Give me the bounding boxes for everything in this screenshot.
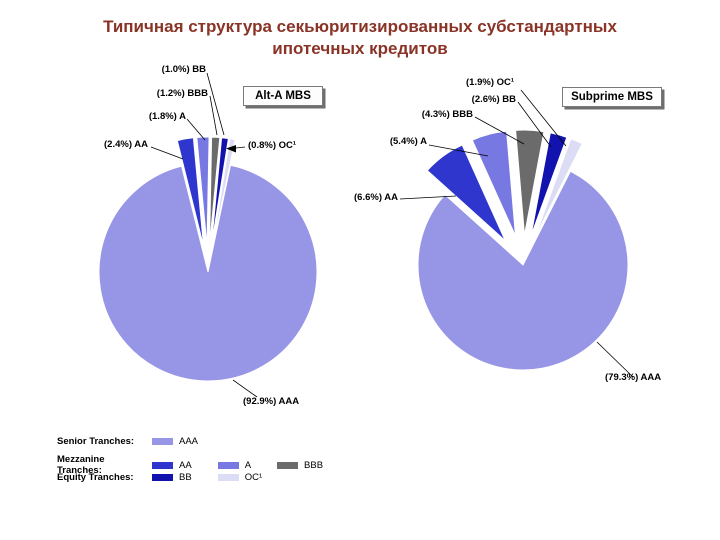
subprime-chart-title: Subprime MBS [562, 87, 662, 107]
subprime-label-oc: (1.9%) OC¹ [466, 77, 515, 88]
leader-line-oc [520, 89, 567, 147]
alt-a-label-aaa: (92.9%) AAA [243, 396, 300, 407]
pie-slice-BB [210, 137, 229, 247]
legend-row-mezzanine: Mezzanine Tranches: AA A BBB [57, 454, 349, 476]
pie-slice-OC [212, 138, 236, 247]
legend-title-mezzanine: Mezzanine Tranches: [57, 454, 105, 476]
leader-line-bbb [474, 116, 525, 145]
legend-label-oc: OC¹ [244, 472, 263, 483]
legend-item-aaa: AAA [152, 436, 198, 447]
leader-line-bb [517, 101, 552, 148]
slide-title-line1: Типичная структура секьюритизированных с… [103, 17, 617, 36]
legend-label-bb: BB [179, 472, 192, 483]
alt-a-pie [98, 136, 318, 382]
leader-line-a [428, 144, 489, 157]
subprime-label-aa: (6.6%) AA [354, 192, 398, 203]
pie-slice-AA [426, 144, 506, 242]
legend-row-senior: Senior Tranches: AAA [57, 436, 224, 447]
legend-label-bbb: BBB [304, 459, 324, 471]
subprime-label-bbb: (4.3%) BBB [421, 109, 473, 120]
alt-a-label-bbb: (1.2%) BBB [156, 88, 208, 99]
alt-a-label-aa: (2.4%) AA [104, 139, 148, 150]
leader-line-aa [399, 195, 457, 200]
aaa-swatch-icon [152, 438, 173, 445]
leader-line-bbb [209, 95, 218, 136]
alt-a-label-bb: (1.0%) BB [161, 64, 206, 75]
pie-slice-A [471, 130, 516, 237]
subprime-label-aaa: (79.3%) AAA [605, 372, 662, 383]
legend-item-aa: AA [152, 460, 192, 471]
alt-a-chart-title: Alt-A MBS [243, 86, 323, 106]
subprime-leader-lines [399, 89, 634, 378]
oc-arrowhead-icon [226, 145, 236, 153]
subprime-label-a: (5.4%) A [389, 136, 427, 147]
legend-item-bb: BB [152, 472, 192, 483]
leader-line-aaa [232, 379, 258, 398]
legend-title-senior: Senior Tranches: [57, 436, 135, 447]
pie-slice-OC [534, 138, 583, 238]
pie-slice-BBB [209, 136, 221, 247]
pie-slice-AA [176, 137, 205, 247]
leader-line-aa [150, 146, 184, 160]
pie-slice-AAA [417, 170, 629, 371]
bbb-swatch-icon [277, 461, 299, 469]
oc-swatch-icon [217, 474, 239, 481]
leader-line-bb [206, 72, 225, 136]
pie-slice-AAA [98, 164, 318, 382]
legend-title-equity: Equity Tranches: [57, 472, 134, 483]
slide-title: Типичная структура секьюритизированных с… [0, 16, 720, 60]
legend-label-aaa: AAA [179, 436, 199, 447]
bb-swatch-icon [152, 474, 173, 481]
legend-item-bbb: BBB [277, 460, 323, 471]
leader-line-oc [235, 146, 246, 149]
leader-line-a [186, 118, 206, 141]
legend-item-a: A [217, 459, 252, 471]
aa-swatch-icon [152, 461, 173, 469]
alt-a-leader-lines [150, 72, 258, 398]
legend-item-oc: OC¹ [217, 472, 263, 483]
a-swatch-icon [217, 461, 239, 469]
leader-line-aaa [596, 341, 634, 378]
subprime-pie [417, 129, 629, 371]
legend-row-equity: Equity Tranches: BB OC¹ [57, 472, 288, 483]
legend-label-a: A [244, 459, 252, 471]
pie-slice-BB [530, 132, 568, 237]
pie-slice-BBB [515, 129, 545, 236]
alt-a-label-a: (1.8%) A [148, 111, 186, 122]
subprime-label-bb: (2.6%) BB [471, 94, 516, 105]
slide-title-line2: ипотечных кредитов [272, 39, 448, 58]
alt-a-label-oc: (0.8%) OC¹ [248, 140, 297, 151]
legend-label-aa: AA [179, 459, 192, 471]
